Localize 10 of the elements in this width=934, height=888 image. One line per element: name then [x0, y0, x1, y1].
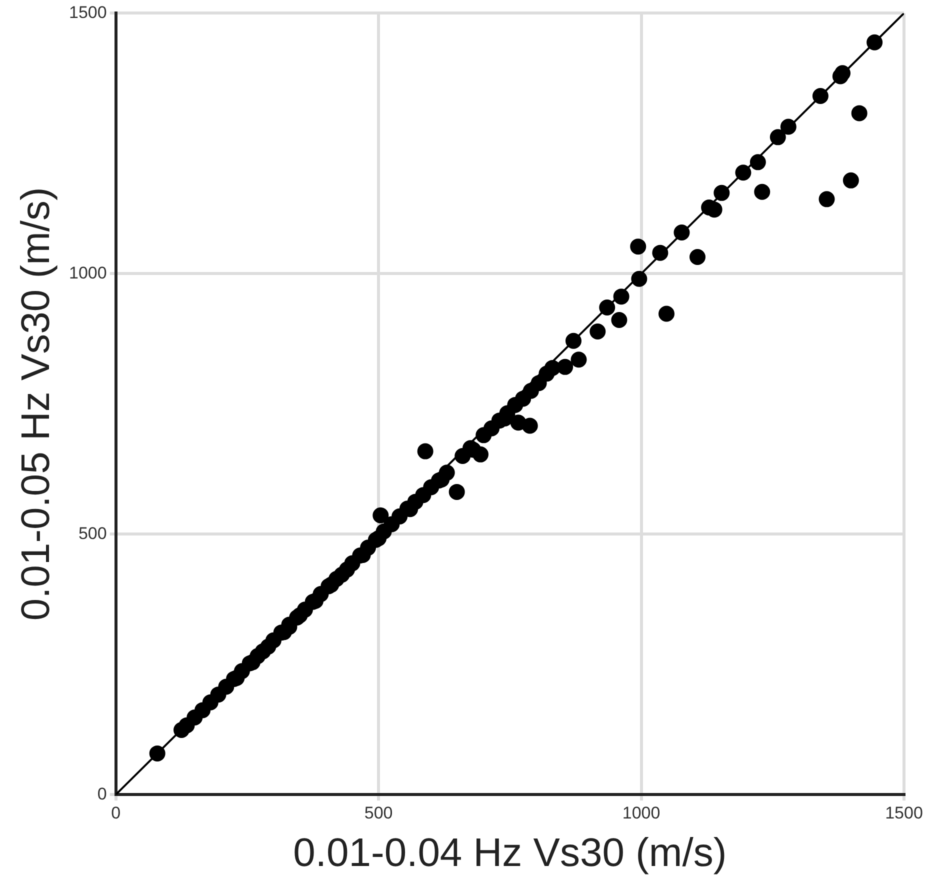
x-tick-label: 0: [111, 803, 121, 822]
x-tick-label: 1000: [622, 803, 660, 822]
y-tick-label: 1000: [68, 263, 107, 282]
x-tick-label: 500: [364, 803, 393, 822]
y-tick-label: 0: [97, 784, 107, 804]
y-tick-label: 1500: [68, 2, 107, 22]
y-tick-label: 500: [78, 524, 107, 543]
y-axis-title: 0.01-0.05 Hz Vs30 (m/s): [14, 187, 58, 621]
x-axis-title: 0.01-0.04 Hz Vs30 (m/s): [293, 831, 727, 876]
x-tick-label: 1500: [885, 803, 923, 822]
